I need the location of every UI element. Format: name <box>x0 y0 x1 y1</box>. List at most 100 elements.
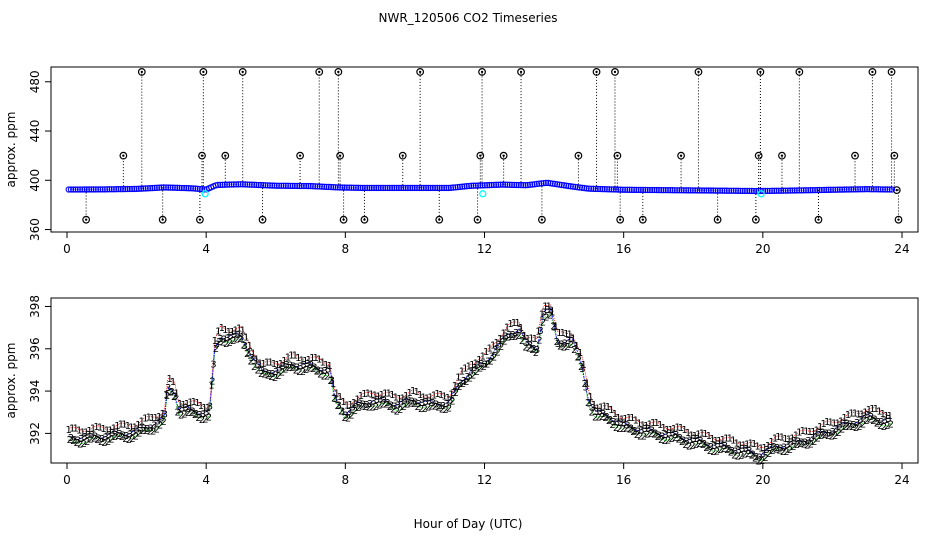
data-point <box>470 182 477 189</box>
series-1-marker: 1 <box>361 389 367 400</box>
series-3-marker: 3 <box>141 424 147 435</box>
series-2-marker: 2 <box>394 406 400 417</box>
series-3-marker: 3 <box>576 352 582 363</box>
data-point <box>248 181 256 188</box>
series-3-marker: 3 <box>882 416 888 427</box>
series-3-marker: 3 <box>426 396 432 407</box>
flag-outlier-point <box>196 215 204 224</box>
data-point <box>829 186 837 193</box>
series-1-marker: 1 <box>612 409 618 420</box>
series-2-marker: 2 <box>428 402 434 413</box>
series-3-marker: 3 <box>725 444 731 455</box>
series-1-marker: 1 <box>79 427 85 438</box>
data-point <box>857 186 864 193</box>
series-1-marker: 1 <box>125 421 131 432</box>
series-3-marker: 3 <box>137 423 143 434</box>
data-point <box>678 187 685 194</box>
data-point <box>452 184 459 191</box>
data-point <box>94 186 102 193</box>
flag-outlier-center <box>757 154 760 157</box>
series-1-marker: 1 <box>466 361 472 372</box>
data-point <box>517 181 525 189</box>
data-point <box>732 187 740 194</box>
data-point <box>477 182 484 189</box>
data-point <box>649 186 656 194</box>
series-3-marker: 3 <box>169 387 175 398</box>
series-2-marker: 2 <box>623 423 629 434</box>
series-1-marker: 1 <box>601 402 607 413</box>
series-2-marker: 2 <box>668 434 674 445</box>
data-point <box>483 182 491 189</box>
data-point <box>479 182 486 189</box>
series-2-marker: 2 <box>432 401 438 412</box>
series-3-marker: 3 <box>854 418 860 429</box>
series-1-line <box>68 304 892 448</box>
series-2-marker: 2 <box>105 437 111 448</box>
series-2-marker: 2 <box>411 399 417 410</box>
series-1-marker: 1 <box>497 334 503 345</box>
flag-outlier-point <box>890 151 899 160</box>
series-2-marker: 2 <box>147 427 153 438</box>
series-1-marker: 1 <box>226 327 232 338</box>
series-2-marker: 2 <box>766 449 772 460</box>
bottom-line-layer <box>68 304 892 462</box>
series-1-marker: 1 <box>389 390 395 401</box>
series-1-marker: 1 <box>424 393 430 404</box>
series-1-marker: 1 <box>455 373 461 384</box>
series-1-marker: 1 <box>313 353 319 364</box>
series-1-marker: 1 <box>772 433 778 444</box>
series-3-marker: 3 <box>454 383 460 394</box>
top-axes: 0 4 8 12 16 20 24 360 400 440 480 <box>28 70 910 256</box>
series-1-marker: 1 <box>713 436 719 447</box>
flag-outlier-point <box>851 151 859 160</box>
series-3-marker: 3 <box>492 345 498 356</box>
series-3-marker: 3 <box>697 436 703 447</box>
data-point <box>682 187 690 194</box>
series-1-marker: 1 <box>841 413 847 424</box>
series-1-marker: 1 <box>243 332 249 343</box>
series-1-marker: 1 <box>111 424 117 435</box>
series-3-marker: 3 <box>694 434 700 445</box>
data-point <box>178 184 185 192</box>
series-3-marker: 3 <box>120 431 126 442</box>
series-3-marker: 3 <box>795 436 801 447</box>
series-3-marker: 3 <box>384 398 390 409</box>
series-3-marker: 3 <box>245 348 251 359</box>
data-point <box>115 186 122 193</box>
data-point <box>427 184 434 192</box>
flag-outlier-center <box>298 154 302 157</box>
series-1-marker: 1 <box>817 422 823 433</box>
data-point <box>703 187 710 194</box>
series-1-marker: 1 <box>786 435 792 446</box>
data-point <box>798 187 805 194</box>
data-point <box>461 183 468 190</box>
data-point <box>110 186 118 193</box>
series-2-marker: 2 <box>154 424 160 435</box>
data-point <box>710 187 717 194</box>
series-2-marker: 2 <box>248 357 254 368</box>
series-1-marker: 1 <box>267 358 273 369</box>
series-3-marker: 3 <box>148 423 154 434</box>
series-2-marker: 2 <box>223 339 229 350</box>
data-point <box>158 184 165 191</box>
series-3-marker: 3 <box>308 360 314 371</box>
series-3-marker: 3 <box>732 447 738 458</box>
data-point <box>640 186 647 194</box>
series-3-marker: 3 <box>294 363 300 374</box>
data-point <box>140 185 147 192</box>
series-2-marker: 2 <box>213 344 219 355</box>
series-3-marker: 3 <box>572 342 578 353</box>
series-2-marker: 2 <box>822 430 828 441</box>
data-point <box>771 187 778 194</box>
series-1-marker: 1 <box>257 359 263 370</box>
data-point <box>126 185 133 193</box>
series-3-marker: 3 <box>433 400 439 411</box>
series-1-marker: 1 <box>709 434 715 445</box>
data-point <box>180 184 188 192</box>
y-tick-label: 360 <box>28 218 42 241</box>
series-3-marker: 3 <box>370 397 376 408</box>
series-2-marker: 2 <box>867 415 873 426</box>
flag-outlier-point <box>82 215 91 224</box>
flag-outlier-point <box>638 215 647 224</box>
series-1-marker: 1 <box>215 326 221 337</box>
